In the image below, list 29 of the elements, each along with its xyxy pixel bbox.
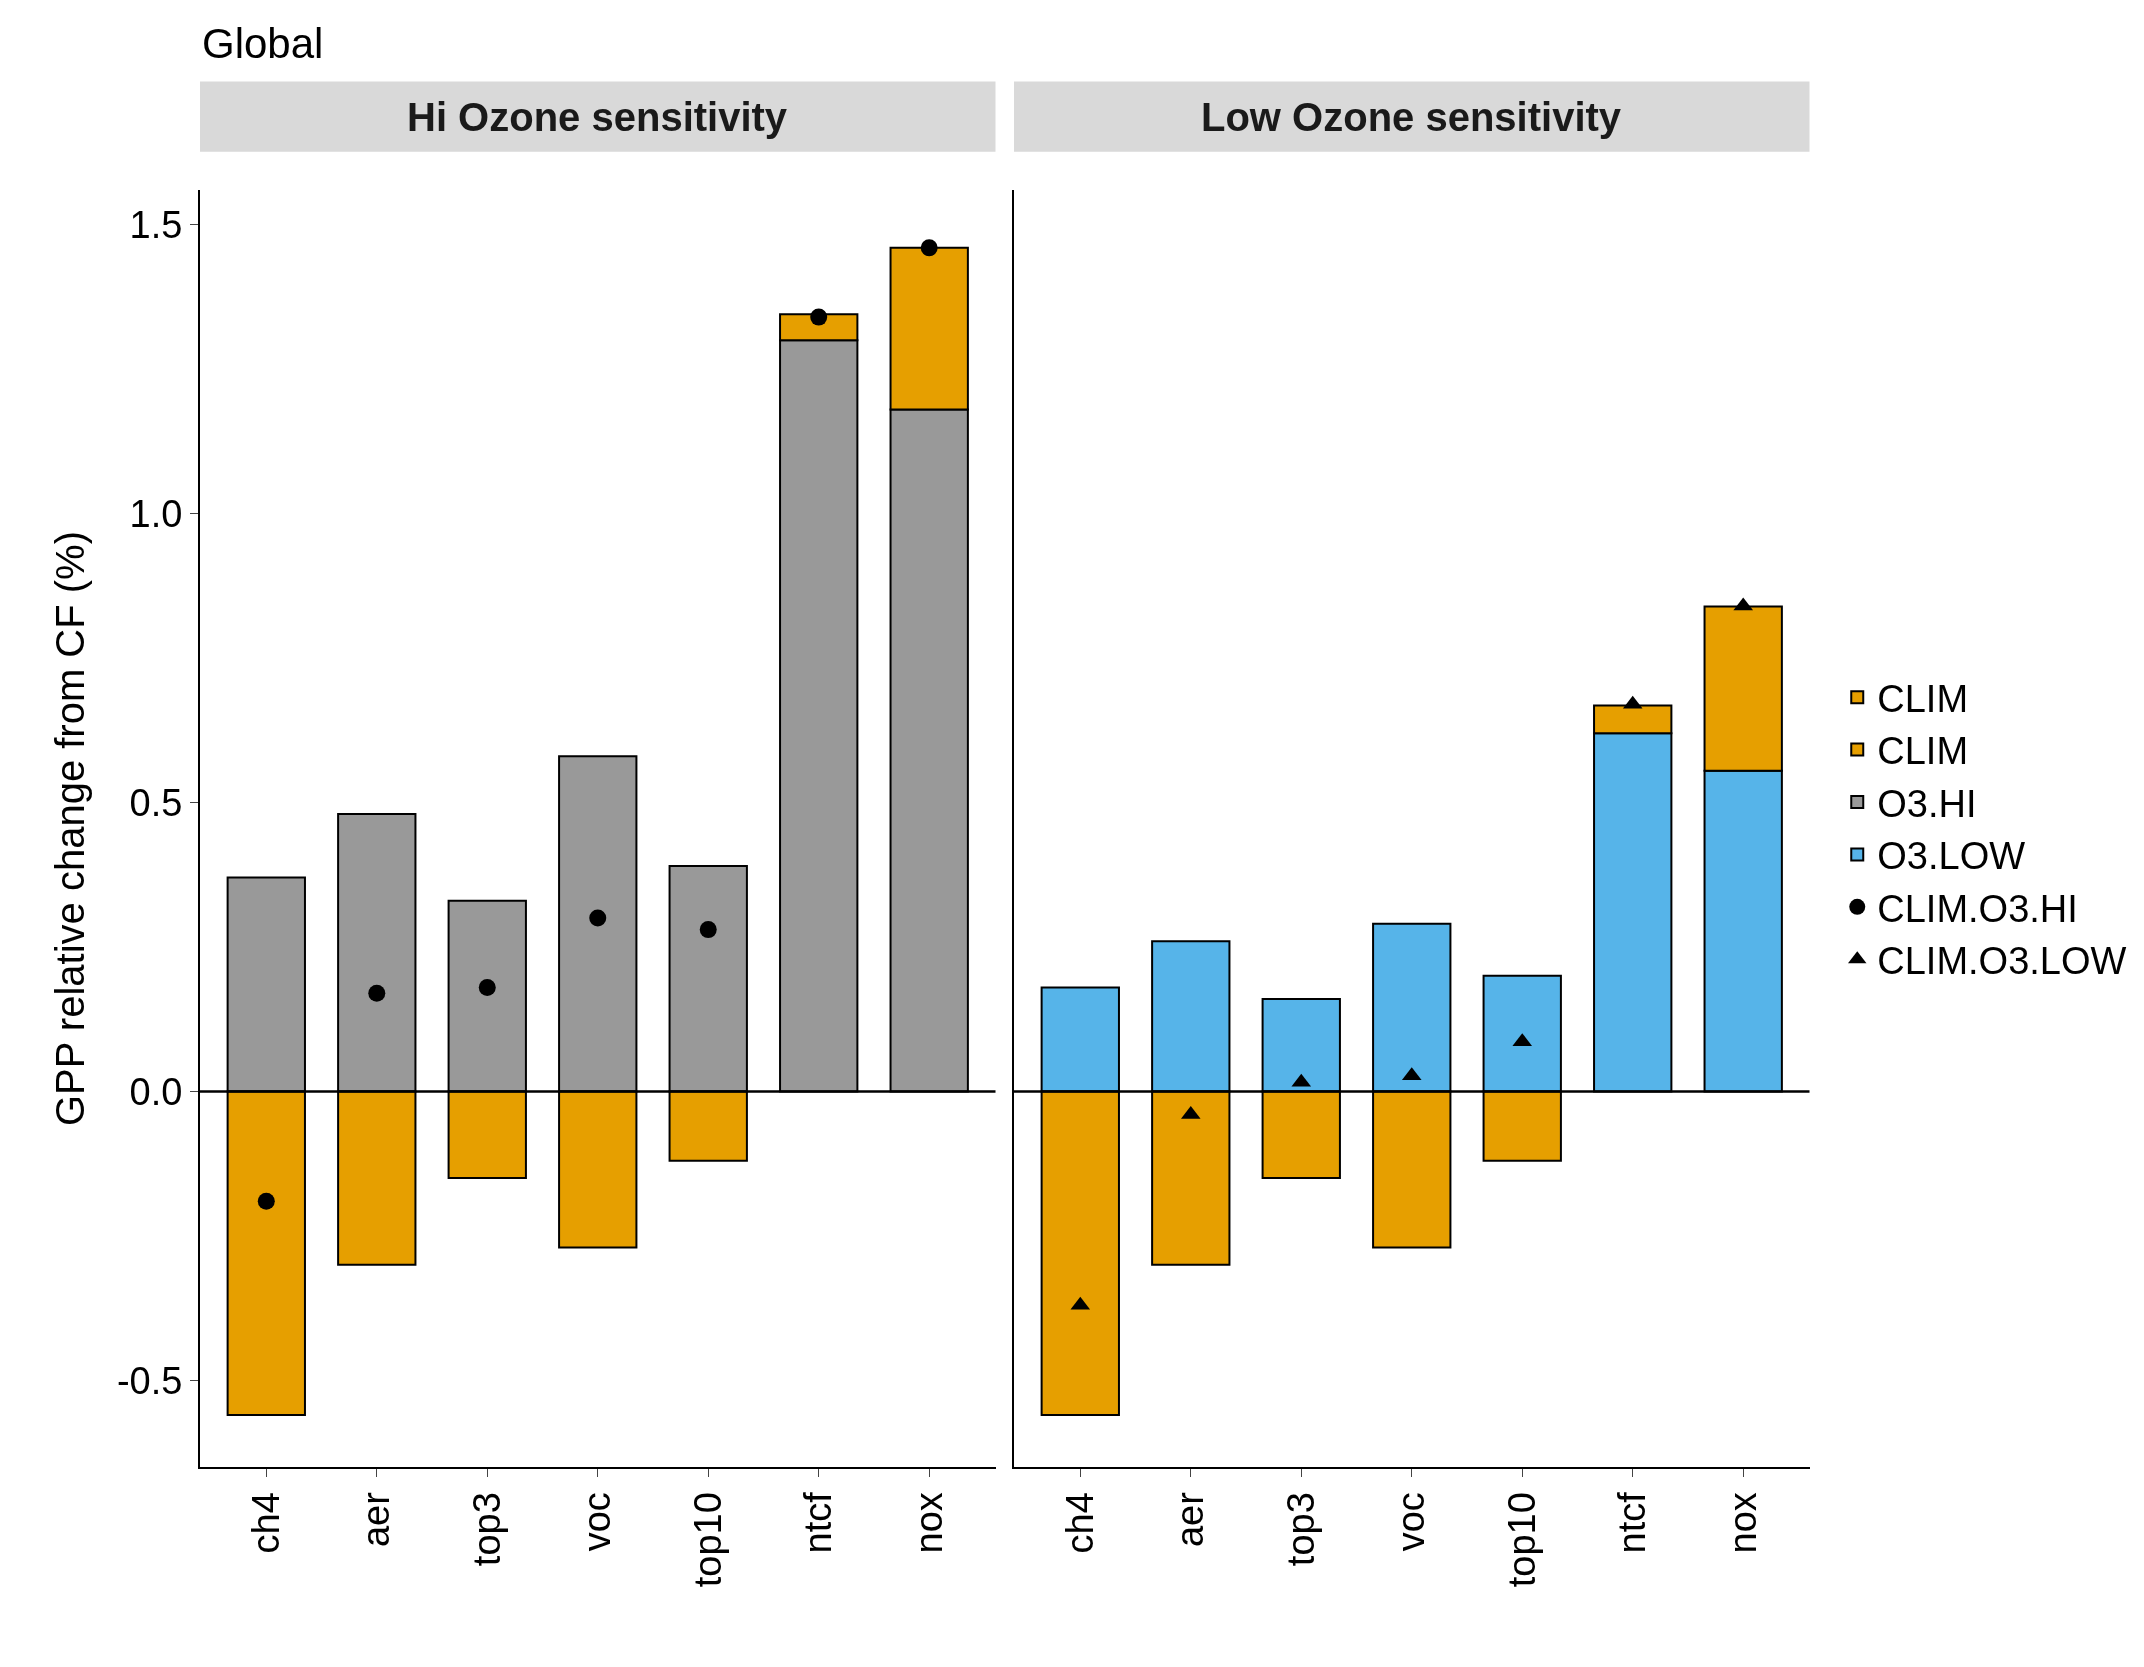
x-tick-label: top3 <box>465 1492 508 1567</box>
x-tick-label: top10 <box>1500 1492 1543 1588</box>
x-tick-label: ntcf <box>1611 1491 1654 1554</box>
y-axis-title: GPP relative change from CF (%) <box>47 530 92 1127</box>
x-tick-label: voc <box>576 1492 619 1552</box>
x-tick-label: ch4 <box>1058 1492 1101 1554</box>
x-tick-label: ch4 <box>244 1492 287 1554</box>
y-tick-label: 0.5 <box>129 781 183 824</box>
legend-label: O3.LOW <box>1877 835 2026 878</box>
x-tick-label: nox <box>1721 1492 1764 1554</box>
x-tick-label: ntcf <box>797 1491 840 1554</box>
x-tick-label: aer <box>355 1491 398 1548</box>
chart-subtitle: Hi Ozone sensitivity <box>407 95 788 139</box>
x-tick-label: aer <box>1169 1491 1212 1548</box>
y-tick-label: 1.0 <box>129 492 183 535</box>
chart-title: Global <box>202 20 324 67</box>
y-tick-label: -0.5 <box>116 1359 183 1402</box>
legend-label: CLIM <box>1877 678 1969 721</box>
x-tick-label: top10 <box>686 1492 729 1588</box>
y-tick-label: 1.5 <box>129 203 183 246</box>
legend-label: CLIM.O3.HI <box>1877 887 2078 930</box>
legend-label: CLIM.O3.LOW <box>1877 940 2127 983</box>
chart-subtitle: Low Ozone sensitivity <box>1201 95 1622 139</box>
x-tick-label: nox <box>907 1492 950 1554</box>
y-tick-label: 0.0 <box>129 1070 183 1113</box>
legend-label: O3.HI <box>1877 782 1977 825</box>
text: CLIM <box>1877 730 1969 773</box>
x-tick-label: top3 <box>1279 1492 1322 1567</box>
x-tick-label: voc <box>1390 1492 1433 1552</box>
